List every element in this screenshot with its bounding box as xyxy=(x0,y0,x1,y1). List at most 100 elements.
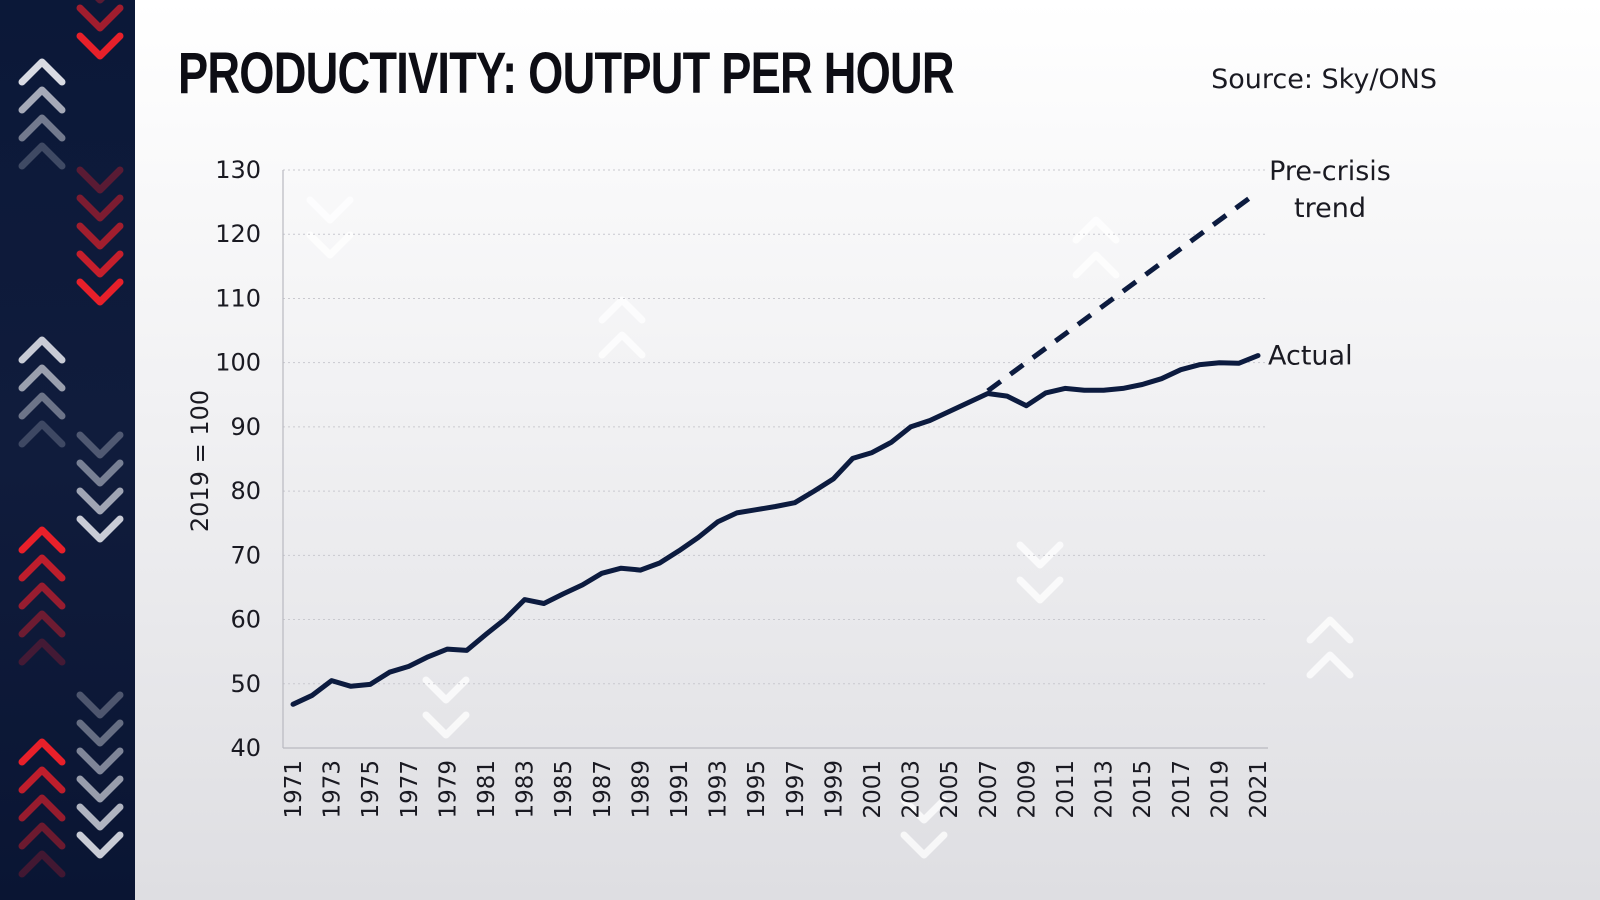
x-tick-label: 1991 xyxy=(667,760,693,819)
chevron-icon xyxy=(18,86,66,114)
chevron-icon xyxy=(18,638,66,666)
x-tick-label: 2021 xyxy=(1246,760,1272,819)
background-chevron-icon xyxy=(900,831,948,859)
chevron-icon xyxy=(76,775,124,803)
background-chevron-icon xyxy=(1306,651,1354,679)
x-tick-label: 2003 xyxy=(899,760,925,819)
x-tick-label: 1973 xyxy=(320,760,346,819)
chevron-icon xyxy=(18,336,66,364)
chevron-icon xyxy=(76,278,124,306)
grid-lines xyxy=(283,169,1268,685)
chevron-icon xyxy=(76,719,124,747)
y-tick-label: 100 xyxy=(215,349,261,377)
chevron-pattern xyxy=(18,0,124,878)
background-chevron-icon xyxy=(598,296,646,324)
chevron-icon xyxy=(18,142,66,170)
x-tick-label: 2001 xyxy=(860,760,886,819)
chevron-icon xyxy=(76,459,124,487)
x-tick-label: 1997 xyxy=(783,760,809,819)
chevron-icon xyxy=(18,364,66,392)
annotation-label: trend xyxy=(1294,193,1366,224)
background-chevron-icon xyxy=(1072,251,1120,279)
chevron-icon xyxy=(18,738,66,766)
y-tick-label: 70 xyxy=(230,541,261,569)
page-title: PRODUCTIVITY: OUTPUT PER HOUR xyxy=(178,41,955,106)
annotation-label: Pre-crisis xyxy=(1269,156,1391,187)
x-tick-label: 1981 xyxy=(474,760,500,819)
decorative-side-band xyxy=(0,0,135,900)
chevron-icon xyxy=(18,554,66,582)
chevron-icon xyxy=(76,194,124,222)
background-chevron-icon xyxy=(598,331,646,359)
chevron-icon xyxy=(76,250,124,278)
y-tick-label: 50 xyxy=(230,670,261,698)
background-chevron-icon xyxy=(1016,576,1064,604)
chevron-icon xyxy=(18,526,66,554)
chevron-icon xyxy=(18,850,66,878)
chevron-icon xyxy=(76,4,124,32)
y-tick-label: 60 xyxy=(230,606,261,634)
background-chevron-icon xyxy=(900,796,948,824)
y-tick-labels: 40 50 60 70 80 90 100 110 120 130 xyxy=(215,156,261,762)
x-tick-label: 2011 xyxy=(1053,760,1079,819)
background-chevrons xyxy=(306,196,1354,859)
x-tick-label: 2015 xyxy=(1130,760,1156,819)
x-tick-label: 2007 xyxy=(976,760,1002,819)
chevron-icon xyxy=(76,691,124,719)
x-tick-label: 1971 xyxy=(281,760,307,819)
chevron-icon xyxy=(18,420,66,448)
source-label: Source: Sky/ONS xyxy=(1211,64,1437,95)
chevron-icon xyxy=(18,822,66,850)
x-tick-label: 1993 xyxy=(706,760,732,819)
background-chevron-icon xyxy=(306,196,354,224)
chevron-icon xyxy=(18,794,66,822)
series-layer xyxy=(290,189,1261,707)
x-tick-label: 1987 xyxy=(590,760,616,819)
chevron-icon xyxy=(76,166,124,194)
y-tick-label: 110 xyxy=(215,284,261,312)
chevron-icon xyxy=(76,487,124,515)
background-chevron-icon xyxy=(1016,541,1064,569)
chevron-icon xyxy=(18,766,66,794)
y-tick-label: 80 xyxy=(230,477,261,505)
background-chevron-icon xyxy=(422,676,470,704)
x-tick-label: 2005 xyxy=(937,760,963,819)
chevron-icon xyxy=(18,610,66,638)
chevron-icon xyxy=(76,803,124,831)
annotation-label: Actual xyxy=(1268,341,1353,372)
x-tick-label: 1999 xyxy=(821,760,847,819)
x-tick-label: 1977 xyxy=(397,760,423,819)
chevron-icon xyxy=(18,58,66,86)
chevron-icon xyxy=(76,515,124,543)
x-tick-labels: 1971 1973 1975 1977 1979 1981 1983 1985 1987 1989… xyxy=(281,760,1272,819)
background-chevron-icon xyxy=(1072,216,1120,244)
chevron-icon xyxy=(18,582,66,610)
chevron-icon xyxy=(76,747,124,775)
y-tick-label: 90 xyxy=(230,413,261,441)
x-tick-label: 2017 xyxy=(1169,760,1195,819)
y-tick-label: 120 xyxy=(215,220,261,248)
y-axis-label: 2019 = 100 xyxy=(186,390,214,532)
x-tick-label: 1975 xyxy=(358,760,384,819)
axes xyxy=(282,170,1268,749)
background-chevron-icon xyxy=(422,711,470,739)
chevron-icon xyxy=(18,114,66,142)
chevron-icon xyxy=(18,392,66,420)
series-line-actual xyxy=(290,353,1261,707)
background-chevron-icon xyxy=(1306,616,1354,644)
y-tick-label: 40 xyxy=(230,734,261,762)
x-tick-label: 2013 xyxy=(1092,760,1118,819)
chevron-icon xyxy=(76,431,124,459)
x-tick-label: 1983 xyxy=(513,760,539,819)
chevron-icon xyxy=(76,222,124,250)
background-chevron-icon xyxy=(306,231,354,259)
x-tick-label: 1995 xyxy=(744,760,770,819)
chevron-icon xyxy=(76,32,124,60)
annotations: Actual Pre-crisis trend xyxy=(1268,156,1391,372)
x-tick-label: 2009 xyxy=(1014,760,1040,819)
y-tick-label: 130 xyxy=(215,156,261,184)
x-tick-label: 1989 xyxy=(628,760,654,819)
x-tick-label: 1985 xyxy=(551,760,577,819)
chevron-icon xyxy=(76,831,124,859)
x-tick-label: 1979 xyxy=(435,760,461,819)
